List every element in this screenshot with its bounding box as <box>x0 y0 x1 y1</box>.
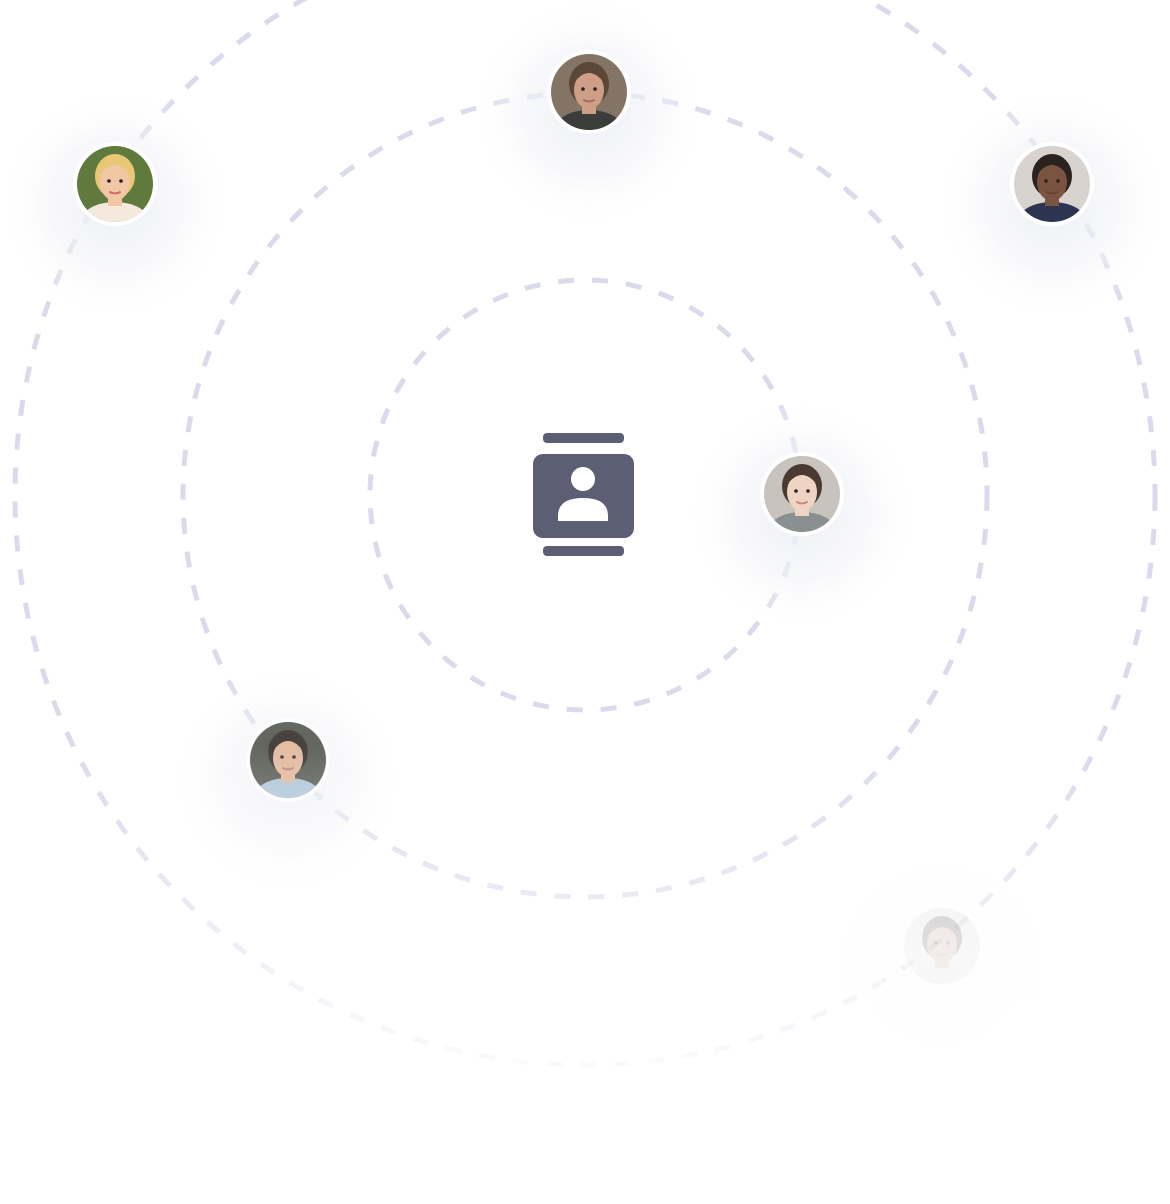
contact-book-icon <box>533 433 634 556</box>
contact-book-person-head <box>571 467 595 491</box>
contact-book-body <box>533 454 634 538</box>
contact-book-bottom-bar <box>543 546 624 556</box>
contact-book-top-bar <box>543 433 624 443</box>
avatar-glows <box>0 0 1170 1086</box>
